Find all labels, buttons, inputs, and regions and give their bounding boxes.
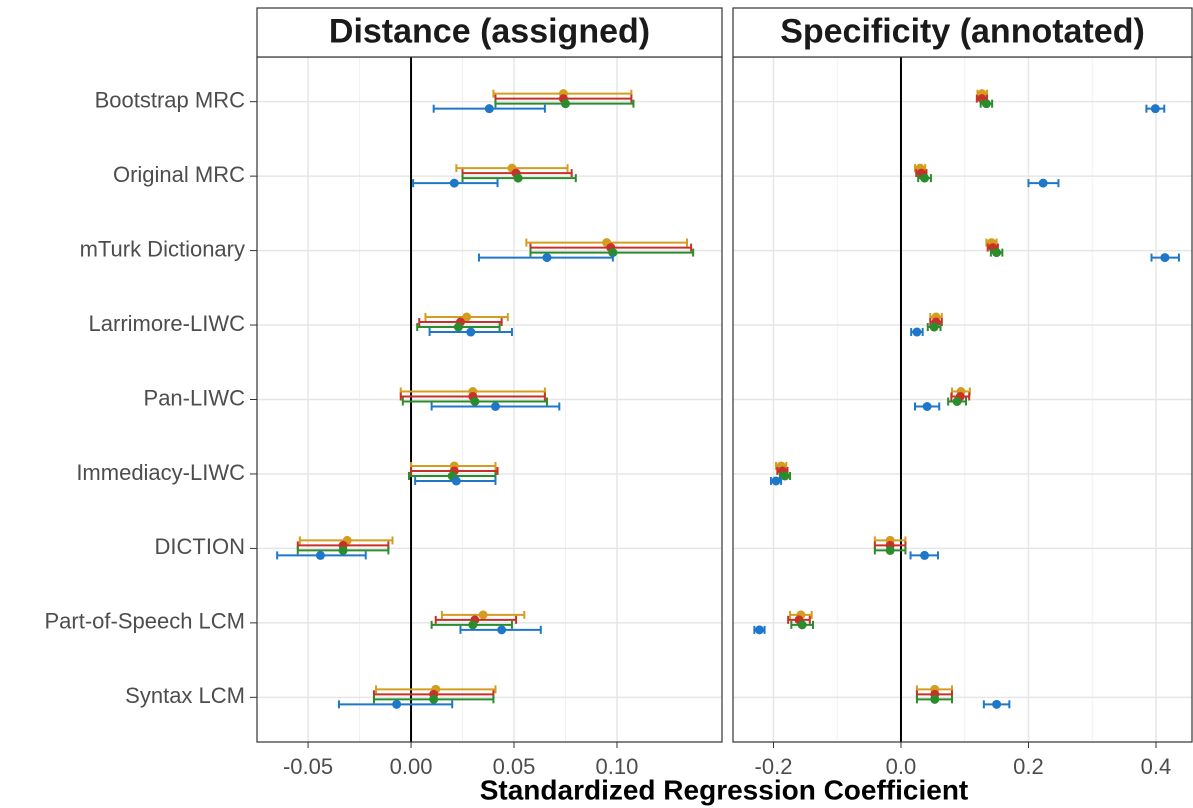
point xyxy=(1160,253,1170,263)
strip-title: Specificity (annotated) xyxy=(780,12,1145,50)
point xyxy=(451,476,461,486)
point xyxy=(912,327,922,337)
point xyxy=(453,322,463,332)
point xyxy=(1038,178,1048,188)
category-label: DICTION xyxy=(155,534,245,559)
point xyxy=(920,550,930,560)
point xyxy=(930,694,940,704)
point xyxy=(315,550,325,560)
x-tick-label: 0.2 xyxy=(1013,754,1044,779)
strip-title: Distance (assigned) xyxy=(329,12,650,50)
category-label: Syntax LCM xyxy=(125,683,245,708)
point xyxy=(484,104,494,114)
point xyxy=(560,99,570,109)
point xyxy=(1150,104,1160,114)
point xyxy=(466,327,476,337)
x-tick-label: 0.00 xyxy=(390,754,433,779)
category-label: mTurk Dictionary xyxy=(80,236,245,261)
category-label: Bootstrap MRC xyxy=(95,87,245,112)
point xyxy=(754,625,764,635)
point xyxy=(478,610,488,620)
point xyxy=(470,397,480,406)
point xyxy=(338,545,348,555)
point xyxy=(513,173,523,183)
point xyxy=(992,699,1002,709)
strip xyxy=(256,7,723,58)
category-label: Immediacy-LIWC xyxy=(76,460,245,485)
category-label: Original MRC xyxy=(113,162,245,187)
category-label: Part-of-Speech LCM xyxy=(44,609,245,634)
category-label: Larrimore-LIWC xyxy=(89,311,246,336)
point xyxy=(449,178,459,188)
point xyxy=(771,476,781,486)
x-tick-label: 0.0 xyxy=(886,754,917,779)
point xyxy=(392,699,402,709)
category-label: Pan-LIWC xyxy=(144,385,246,410)
point xyxy=(981,99,991,109)
point xyxy=(429,694,439,704)
x-axis-title: Standardized Regression Coefficient xyxy=(480,774,969,805)
point xyxy=(920,173,930,183)
point xyxy=(542,253,552,263)
x-tick-label: -0.05 xyxy=(283,754,333,779)
x-tick-label: -0.2 xyxy=(755,754,793,779)
point xyxy=(929,322,939,332)
point xyxy=(797,620,807,630)
point xyxy=(922,402,932,411)
point xyxy=(780,471,790,481)
point xyxy=(992,248,1002,258)
x-tick-label: 0.10 xyxy=(596,754,639,779)
x-tick-label: 0.05 xyxy=(493,754,536,779)
point xyxy=(468,620,478,630)
point xyxy=(885,545,895,555)
x-tick-label: 0.4 xyxy=(1141,754,1172,779)
point xyxy=(497,625,507,635)
point xyxy=(608,248,618,258)
point xyxy=(952,397,962,406)
point xyxy=(462,312,472,322)
strip xyxy=(732,7,1193,58)
point xyxy=(490,402,500,411)
